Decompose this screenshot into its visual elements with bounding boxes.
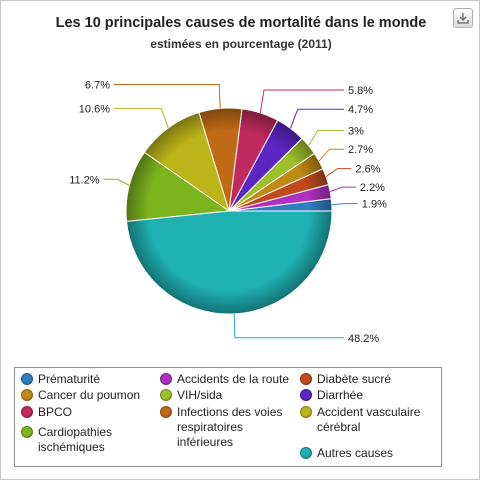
legend-item-prematurite[interactable]: Prématurité (21, 372, 153, 387)
pie-slice-accident-vasculaire-cerebral[interactable] (143, 111, 230, 213)
legend-label: VIH/sida (177, 388, 223, 402)
legend-swatch (21, 406, 33, 418)
legend-swatch (21, 373, 33, 385)
legend-item-accident-vasculaire-cerebral[interactable]: Accident vasculaire cérébral (300, 405, 436, 435)
download-icon (457, 13, 469, 24)
legend-item-bpco[interactable]: BPCO (21, 405, 153, 420)
legend-swatch (160, 373, 172, 385)
label-connector-cardiopathies-ischemiques (103, 178, 130, 186)
legend-swatch (300, 447, 312, 459)
legend-item-cancer-du-poumon[interactable]: Cancer du poumon (21, 388, 153, 403)
label-connector-accidents-de-la-route (330, 186, 356, 193)
legend-label: Cardiopathies ischémiques (38, 425, 113, 454)
legend-label: Diarrhée (317, 388, 364, 402)
legend-label: Diabète sucré (317, 372, 392, 386)
legend-swatch (300, 389, 312, 401)
data-label-cancer-du-poumon: 2.7% (348, 144, 373, 156)
legend-item-diarrhee[interactable]: Diarrhée (300, 388, 436, 403)
pie-slice-autres-causes[interactable] (125, 210, 333, 315)
legend-swatch (160, 389, 172, 401)
data-label-autres-causes: 48.2% (348, 333, 379, 345)
legend-label: BPCO (38, 405, 73, 419)
label-connector-vih-sida (308, 129, 344, 146)
legend-item-cardiopathies-ischemiques[interactable]: Cardiopathies ischémiques (21, 425, 153, 455)
legend-swatch (21, 426, 33, 438)
legend-label: Infections des voies respiratoires infér… (177, 405, 283, 449)
data-label-bpco: 5.8% (348, 85, 373, 97)
label-connector-cancer-du-poumon (318, 148, 344, 162)
chart-subtitle: estimées en pourcentage (2011) (150, 37, 332, 51)
legend-swatch (160, 406, 172, 418)
label-connector-infections-des-voies-respiratoires-inferieures (114, 84, 221, 109)
legend-item-infections-des-voies-respiratoires-inferieures[interactable]: Infections des voies respiratoires infér… (160, 405, 292, 450)
legend-label: Accident vasculaire cérébral (317, 405, 421, 434)
data-label-infections-des-voies-respiratoires-inferieures: 6.7% (85, 80, 110, 92)
legend-swatch (300, 373, 312, 385)
legend-label: Autres causes (317, 446, 394, 460)
legend-label: Cancer du poumon (38, 388, 141, 402)
pie-slice-cardiopathies-ischemiques[interactable] (125, 151, 231, 222)
legend: Prématurité Accidents de la route Diabète … (14, 367, 442, 467)
data-label-vih-sida: 3% (348, 125, 364, 137)
legend-item-autres-causes[interactable]: Autres causes (300, 446, 436, 461)
legend-item-diabete-sucre[interactable]: Diabète sucré (300, 372, 436, 387)
label-connector-diarrhee (290, 108, 344, 129)
legend-label: Prématurité (38, 372, 101, 386)
pie-chart: 1.9% 2.2% 2.6% 2.7% 3% 4.7% 5.8% 6.7% 10.6% 11.2%… (69, 80, 387, 345)
data-label-accident-vasculaire-cerebral: 10.6% (79, 103, 110, 115)
legend-label: Accidents de la route (177, 372, 290, 386)
label-connector-accident-vasculaire-cerebral (114, 107, 169, 128)
data-label-accidents-de-la-route: 2.2% (360, 182, 385, 194)
label-connector-bpco (259, 89, 344, 113)
data-label-diarrhee: 4.7% (348, 104, 373, 116)
legend-swatch (21, 389, 33, 401)
label-connector-prematurite (331, 203, 358, 206)
label-connector-diabete-sucre (325, 168, 352, 178)
chart-title: Les 10 principales causes de mortalité d… (55, 15, 427, 31)
data-label-diabete-sucre: 2.6% (355, 164, 380, 176)
data-label-cardiopathies-ischemiques: 11.2% (69, 174, 100, 186)
data-label-prematurite: 1.9% (362, 199, 387, 211)
legend-swatch (300, 406, 312, 418)
export-button[interactable] (453, 8, 473, 28)
legend-item-vih-sida[interactable]: VIH/sida (160, 388, 292, 403)
legend-item-accidents-de-la-route[interactable]: Accidents de la route (160, 372, 292, 387)
label-connector-autres-causes (233, 313, 344, 339)
